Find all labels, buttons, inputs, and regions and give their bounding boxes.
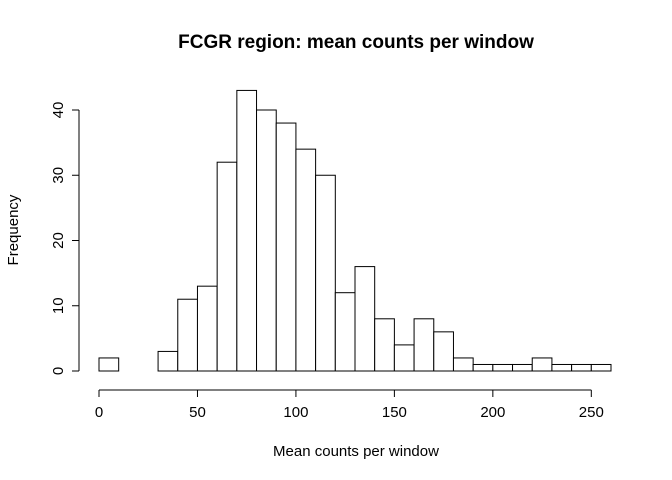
histogram-bar-24 [571, 363, 592, 372]
histogram-bar-6 [216, 161, 238, 372]
x-tick-label-3: 150 [382, 404, 407, 421]
histogram-bar-9 [275, 122, 297, 372]
bars-group [98, 89, 612, 372]
histogram-bar-10 [295, 148, 317, 372]
x-tick-label-5: 250 [579, 404, 604, 421]
y-tick-label-3: 30 [50, 167, 67, 184]
chart-title: FCGR region: mean counts per window [178, 32, 534, 53]
histogram-bar-17 [433, 331, 454, 372]
histogram-bar-15 [393, 344, 415, 372]
histogram-bar-16 [413, 318, 435, 372]
histogram-bar-18 [452, 357, 474, 372]
histogram-bar-23 [551, 363, 573, 372]
histogram-bar-5 [196, 285, 218, 372]
histogram-bar-12 [334, 292, 356, 372]
x-tick-label-4: 200 [480, 404, 505, 421]
histogram-bar-25 [590, 363, 612, 372]
histogram-bar-22 [531, 357, 553, 372]
x-axis-label: Mean counts per window [273, 443, 439, 460]
histogram-bar-7 [236, 89, 258, 372]
y-tick-label-2: 20 [50, 232, 67, 249]
y-axis-label: Frequency [5, 194, 22, 265]
y-tick-label-4: 40 [50, 102, 67, 119]
histogram-bar-21 [512, 363, 533, 372]
histogram-bar-20 [492, 363, 514, 372]
histogram-bar-8 [256, 109, 277, 372]
y-tick-label-0: 0 [50, 367, 67, 375]
x-tick-label-1: 50 [189, 404, 206, 421]
x-tick-label-2: 100 [283, 404, 308, 421]
histogram-bar-19 [472, 363, 494, 372]
y-axis: 0 10 20 30 40 [50, 102, 80, 375]
histogram-bar-11 [315, 174, 336, 372]
y-tick-label-1: 10 [50, 297, 67, 314]
histogram-bar-3 [157, 350, 179, 372]
x-tick-label-0: 0 [95, 404, 103, 421]
histogram-bar-4 [177, 298, 198, 372]
histogram-bar-14 [374, 318, 395, 372]
histogram-bar-13 [354, 266, 376, 372]
x-axis: 0 50 100 150 200 250 [95, 389, 604, 421]
histogram-bar-0 [98, 357, 120, 372]
